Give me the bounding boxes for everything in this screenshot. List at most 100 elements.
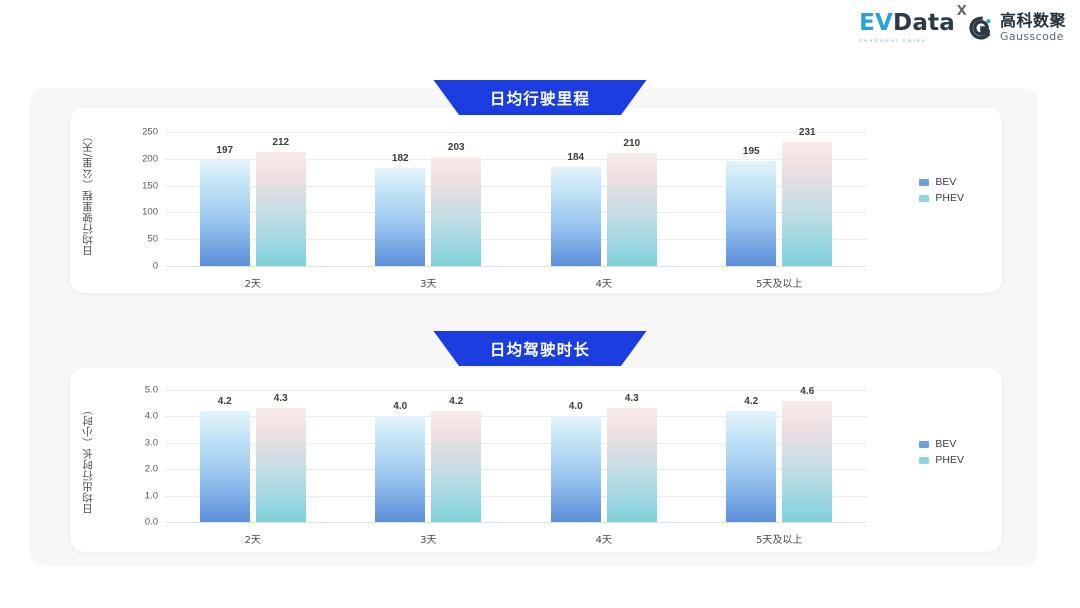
y-tick-label-mileage: 0: [152, 260, 158, 272]
legend-item-bev[interactable]: BEV: [919, 176, 964, 188]
plot-area-duration: 0.0 1.0 2.0 3.0 4.0 5.0 4.2 4.3 2天 4.0 4.2 3天 4.0 4.3…: [145, 385, 868, 546]
bar-value-label: 212: [272, 137, 290, 149]
gridline: [165, 416, 867, 418]
page-header: EVData X SHANGHAI CHINA 高科数聚 Gausscode: [0, 0, 1080, 62]
bar-group: 182 203 3天: [341, 132, 517, 290]
y-tick-label-mileage: 100: [142, 206, 158, 218]
gausscode-mark-icon: [969, 15, 993, 40]
bar-value-label: 4.2: [744, 396, 759, 408]
category-label: 4天: [595, 279, 612, 290]
evdata-subtitle: SHANGHAI CHINA: [859, 38, 928, 43]
bar-bev-duration[interactable]: 4.2: [726, 396, 777, 522]
bar-value-label: 182: [391, 153, 409, 165]
bar-bev-duration[interactable]: 4.0: [550, 401, 601, 522]
evdata-x-icon: X: [956, 4, 967, 19]
y-tick-label-duration: 3.0: [144, 437, 158, 449]
y-tick-label-mileage: 250: [142, 126, 158, 138]
category-label: 3天: [420, 279, 437, 290]
bar-value-label: 4.2: [217, 396, 232, 408]
bar-value-label: 4.0: [568, 401, 583, 413]
bar-phev-duration[interactable]: 4.3: [255, 393, 306, 522]
bar-value-label: 231: [798, 127, 816, 139]
y-axis-title-mileage: 日均行驶里程（公里/天）: [82, 130, 94, 256]
legend-item-phev[interactable]: PHEV: [919, 192, 964, 204]
gridline: [165, 132, 867, 133]
y-tick-label-duration: 1.0: [144, 490, 158, 502]
bar-value-label: 203: [447, 142, 465, 154]
bar-bev-mileage[interactable]: 184: [550, 152, 601, 266]
bar-value-label: 4.3: [273, 393, 288, 405]
bar-bev-duration[interactable]: 4.2: [199, 396, 250, 522]
gridline: [165, 442, 867, 444]
bar-groups: 197 212 2天 182 203 3天 184 210 4天 195 231 5天及以上: [165, 127, 868, 290]
bar-phev-duration[interactable]: 4.3: [606, 393, 657, 522]
y-tick-label-duration: 4.0: [144, 410, 158, 422]
bar-group: 4.0 4.2 3天: [341, 390, 517, 546]
gausscode-en-label: Gausscode: [999, 30, 1064, 43]
bar-phev-mileage[interactable]: 203: [431, 142, 482, 266]
bar-value-label: 184: [567, 152, 585, 164]
bar-bev-mileage[interactable]: 197: [199, 145, 250, 266]
legend-item-phev[interactable]: PHEV: [919, 454, 964, 466]
gridline: [165, 266, 867, 267]
evdata-wordmark: EVData X: [859, 5, 967, 36]
legend-label-phev: PHEV: [935, 454, 964, 466]
chart-card-daily-mileage: 日均行驶里程（公里/天） 0 50 100 150 200 250 197 212 2天 182 2…: [70, 108, 1002, 293]
section-banner-daily-mileage: 日均行驶里程: [433, 80, 647, 115]
y-tick-label-duration: 0.0: [144, 516, 158, 528]
bar-phev-mileage[interactable]: 210: [606, 138, 657, 266]
bar-groups: 4.2 4.3 2天 4.0 4.2 3天 4.0 4.3 4天 4.2 4.6 5天及以上: [165, 386, 868, 546]
gridline: [165, 390, 867, 391]
legend-mileage: BEV PHEV: [919, 176, 964, 204]
gridline: [165, 212, 867, 214]
bar-bev-duration[interactable]: 4.0: [375, 401, 426, 522]
bar-group: 4.2 4.6 5天及以上: [692, 386, 868, 546]
bar-bev-mileage[interactable]: 182: [375, 153, 426, 266]
bar-value-label: 197: [216, 145, 234, 157]
logo-group: EVData X SHANGHAI CHINA 高科数聚 Gausscode: [859, 5, 1066, 43]
bar-value-label: 4.0: [393, 401, 408, 413]
legend-label-bev: BEV: [935, 438, 957, 450]
section-banner-title-mileage: 日均行驶里程: [489, 89, 591, 108]
gausscode-text: 高科数聚 Gausscode: [999, 11, 1066, 43]
bar-value-label: 210: [623, 138, 641, 150]
gausscode-logo: 高科数聚 Gausscode: [969, 13, 1066, 42]
bar-group: 195 231 5天及以上: [692, 127, 868, 290]
y-tick-label-mileage: 50: [147, 233, 158, 245]
bar-bev-mileage[interactable]: 195: [726, 146, 777, 266]
legend-item-bev[interactable]: BEV: [919, 438, 964, 450]
evdata-logo: EVData X SHANGHAI CHINA: [859, 5, 967, 43]
category-label: 2天: [244, 535, 261, 546]
category-label: 2天: [244, 279, 261, 290]
bar-value-label: 4.3: [624, 393, 639, 405]
gridline: [165, 469, 867, 471]
gridline: [165, 239, 867, 241]
y-tick-label-duration: 5.0: [144, 384, 158, 396]
category-label: 5天及以上: [756, 279, 803, 290]
bar-value-label: 4.6: [800, 385, 815, 397]
section-banner-daily-duration: 日均驾驶时长: [433, 331, 647, 366]
y-tick-label-duration: 2.0: [144, 463, 158, 475]
legend-duration: BEV PHEV: [919, 438, 964, 466]
legend-label-phev: PHEV: [935, 192, 964, 204]
bar-phev-mileage[interactable]: 231: [782, 127, 833, 266]
gridline: [165, 158, 867, 160]
legend-swatch-phev-icon: [919, 456, 930, 464]
chart-daily-mileage: 日均行驶里程（公里/天） 0 50 100 150 200 250 197 212 2天 182 2…: [70, 108, 1002, 293]
bar-phev-duration[interactable]: 4.2: [431, 396, 482, 522]
bar-group: 197 212 2天: [165, 132, 341, 290]
bar-group: 4.2 4.3 2天: [165, 390, 341, 546]
y-tick-label-mileage: 200: [142, 153, 158, 165]
category-label: 5天及以上: [756, 535, 803, 546]
bar-phev-mileage[interactable]: 212: [255, 137, 306, 266]
bar-phev-duration[interactable]: 4.6: [782, 386, 833, 522]
chart-card-daily-duration: 日均出行时长（小时） 0.0 1.0 2.0 3.0 4.0 5.0 4.2 4.3 2天 4.0…: [70, 368, 1002, 552]
y-axis-title-duration: 日均出行时长（小时）: [82, 404, 94, 514]
bar-group: 4.0 4.3 4天: [516, 390, 692, 546]
gausscode-cn-label: 高科数聚: [999, 11, 1066, 30]
evdata-data-text: Data: [893, 10, 955, 36]
bar-value-label: 4.2: [449, 396, 464, 408]
gridline: [165, 495, 867, 497]
plot-area-mileage: 0 50 100 150 200 250 197 212 2天 182 203 3天 184 210 4天 1…: [142, 127, 868, 290]
